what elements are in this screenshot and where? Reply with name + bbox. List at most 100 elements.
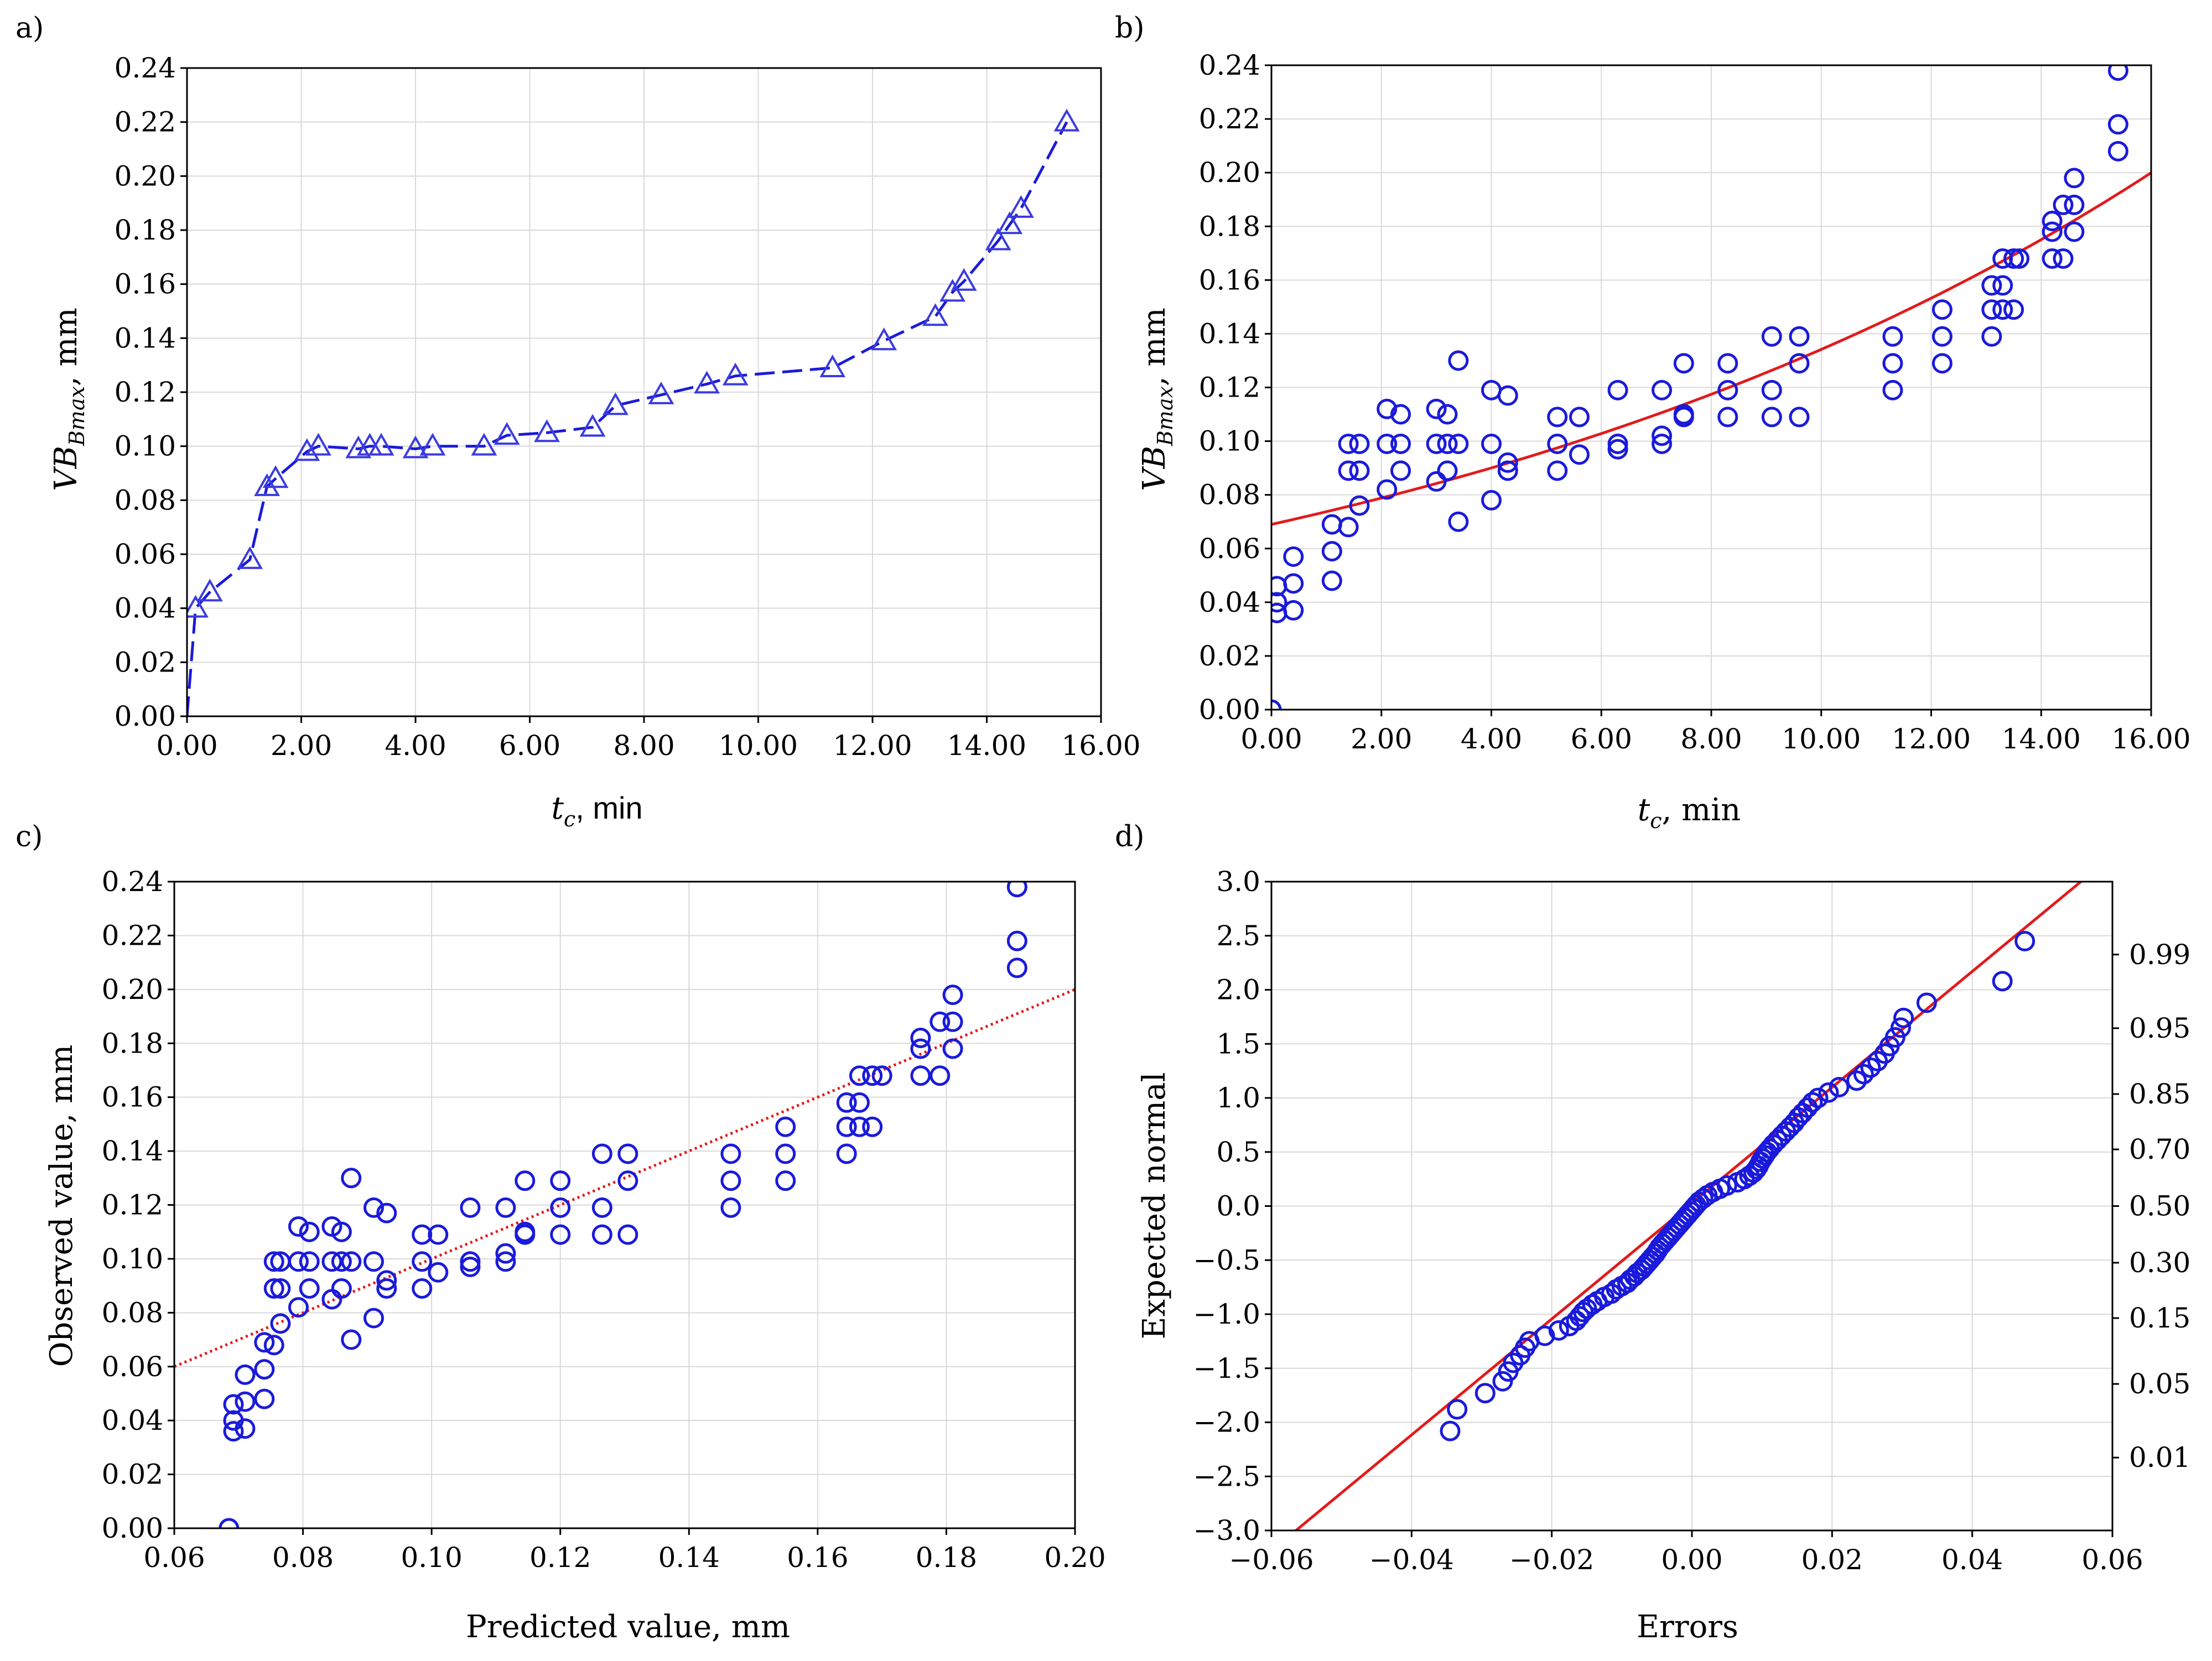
data-point-circle (1426, 471, 1447, 492)
data-point-circle (1474, 1383, 1496, 1404)
data-point-circle (2042, 211, 2063, 232)
data-point-triangle (602, 392, 629, 415)
data-point-circle (1992, 299, 2013, 320)
data-point-circle (720, 1170, 741, 1191)
data-point-circle (288, 1297, 309, 1318)
data-point-circle (331, 1221, 352, 1242)
y-tick-label: 0.06 (1199, 533, 1260, 565)
data-point-circle (1607, 439, 1628, 460)
data-point-triangle (534, 419, 560, 442)
data-point-circle (871, 1065, 892, 1086)
data-point-circle (942, 985, 963, 1006)
y-tick-label: 0.20 (1199, 157, 1260, 189)
data-point-circle (1884, 1027, 1905, 1048)
x-tick-label: 4.00 (385, 730, 446, 762)
data-point-circle (1006, 882, 1027, 898)
y-tick-label: 0.24 (115, 52, 176, 84)
right-tick-label: 0.70 (2129, 1133, 2190, 1165)
data-layer (1271, 65, 2151, 710)
data-point-triangle (368, 433, 394, 456)
y-tick-label: 0.0 (1216, 1190, 1260, 1222)
y-tick-label: −0.5 (1193, 1244, 1260, 1276)
y-tick-label: 0.04 (102, 1404, 163, 1436)
y-tick-label: 0.14 (102, 1135, 163, 1167)
data-point-circle (849, 1065, 870, 1086)
y-tick-label: 0.20 (102, 973, 163, 1006)
y-tick-label: 0.12 (1199, 372, 1260, 404)
data-point-circle (1377, 479, 1398, 500)
data-point-circle (1761, 326, 1782, 347)
data-point-circle (235, 1364, 256, 1385)
data-point-circle (1481, 490, 1502, 511)
data-point-triangle (305, 433, 331, 456)
data-point-circle (720, 1197, 741, 1218)
data-point-circle (1283, 546, 1304, 567)
x-tick-label: 0.12 (529, 1542, 591, 1574)
y-tick-label: 1.5 (1216, 1028, 1260, 1060)
x-tick-label: 10.00 (719, 730, 798, 762)
data-point-circle (1673, 353, 1694, 374)
data-point-circle (1349, 433, 1370, 454)
data-point-circle (942, 1038, 963, 1059)
data-point-circle (1547, 407, 1568, 428)
y-axis-label-d: Expected normal (1136, 1072, 1172, 1339)
data-point-circle (1390, 460, 1411, 481)
plot-area-b: 0.00 2.00 4.00 6.00 8.00 10.00 12.00 14.00 16.00… (1199, 49, 2191, 755)
data-point-circle (515, 1221, 536, 1242)
data-point-circle (341, 1329, 362, 1350)
data-point-circle (1761, 407, 1782, 428)
data-layer (174, 882, 1075, 1528)
data-point-circle (910, 1038, 931, 1059)
y-tick-label: 0.08 (102, 1296, 163, 1329)
y-tick-label: 0.14 (115, 322, 176, 354)
y-tick-label: 3.0 (1216, 866, 1260, 898)
x-tick-label: 0.00 (156, 730, 217, 762)
panel-label-a: a) (15, 12, 44, 45)
data-point-circle (1569, 444, 1590, 465)
data-point-circle (1931, 299, 1953, 320)
y-axis-label-a: VBBmax, mm (48, 308, 89, 491)
x-tick-label: 0.06 (2081, 1544, 2143, 1576)
data-point-circle (1717, 353, 1738, 374)
data-point-triangle (187, 595, 209, 618)
data-point-circle (223, 1394, 244, 1415)
data-point-circle (1652, 425, 1673, 446)
data-point-circle (1860, 1057, 1881, 1078)
data-point-circle (460, 1251, 481, 1272)
x-tick-label: −0.02 (1509, 1544, 1594, 1576)
data-point-circle (1338, 433, 1359, 454)
data-point-triangle (196, 579, 223, 602)
data-point-circle (1890, 1017, 1911, 1038)
data-point-circle (1338, 460, 1359, 481)
plot-area-a: 0.00 2.00 4.00 6.00 8.00 10.00 12.00 14.00 16.00… (115, 52, 1141, 762)
data-point-circle (591, 1197, 612, 1218)
x-tick-label: 4.00 (1461, 723, 1522, 755)
data-point-circle (2107, 65, 2128, 81)
data-point-circle (1437, 433, 1458, 454)
data-point-circle (1006, 957, 1027, 978)
data-point-triangle (494, 422, 520, 445)
y-tick-label: 0.06 (102, 1351, 163, 1383)
data-point-circle (235, 1418, 256, 1439)
data-point-circle (2003, 299, 2024, 320)
x-axis-label-a: tc, min (551, 790, 642, 831)
y-tick-label: 0.16 (115, 268, 176, 300)
data-point-circle (1607, 379, 1628, 400)
y-tick-label: 0.16 (102, 1081, 163, 1113)
y-tick-label: 0.10 (115, 430, 176, 462)
data-point-circle (2064, 221, 2085, 242)
x-tick-label: 6.00 (1571, 723, 1632, 755)
reference-line (174, 988, 1075, 1368)
x-tick-label: 0.00 (1661, 1544, 1722, 1576)
data-point-circle (1426, 398, 1447, 419)
data-point-circle (550, 1197, 571, 1218)
panel-a: a) 0.00 2.00 4.00 6.00 8.00 10.00 12.00 14.00 16… (15, 12, 1141, 831)
x-axis-label-c: Predicted value, mm (466, 1609, 790, 1645)
data-point-triangle (1008, 195, 1034, 218)
data-point-circle (720, 1143, 741, 1164)
data-point-circle (299, 1251, 320, 1272)
data-point-circle (1717, 407, 1738, 428)
data-point-circle (321, 1216, 342, 1237)
data-point-circle (1981, 299, 2002, 320)
data-layer (187, 108, 1080, 716)
